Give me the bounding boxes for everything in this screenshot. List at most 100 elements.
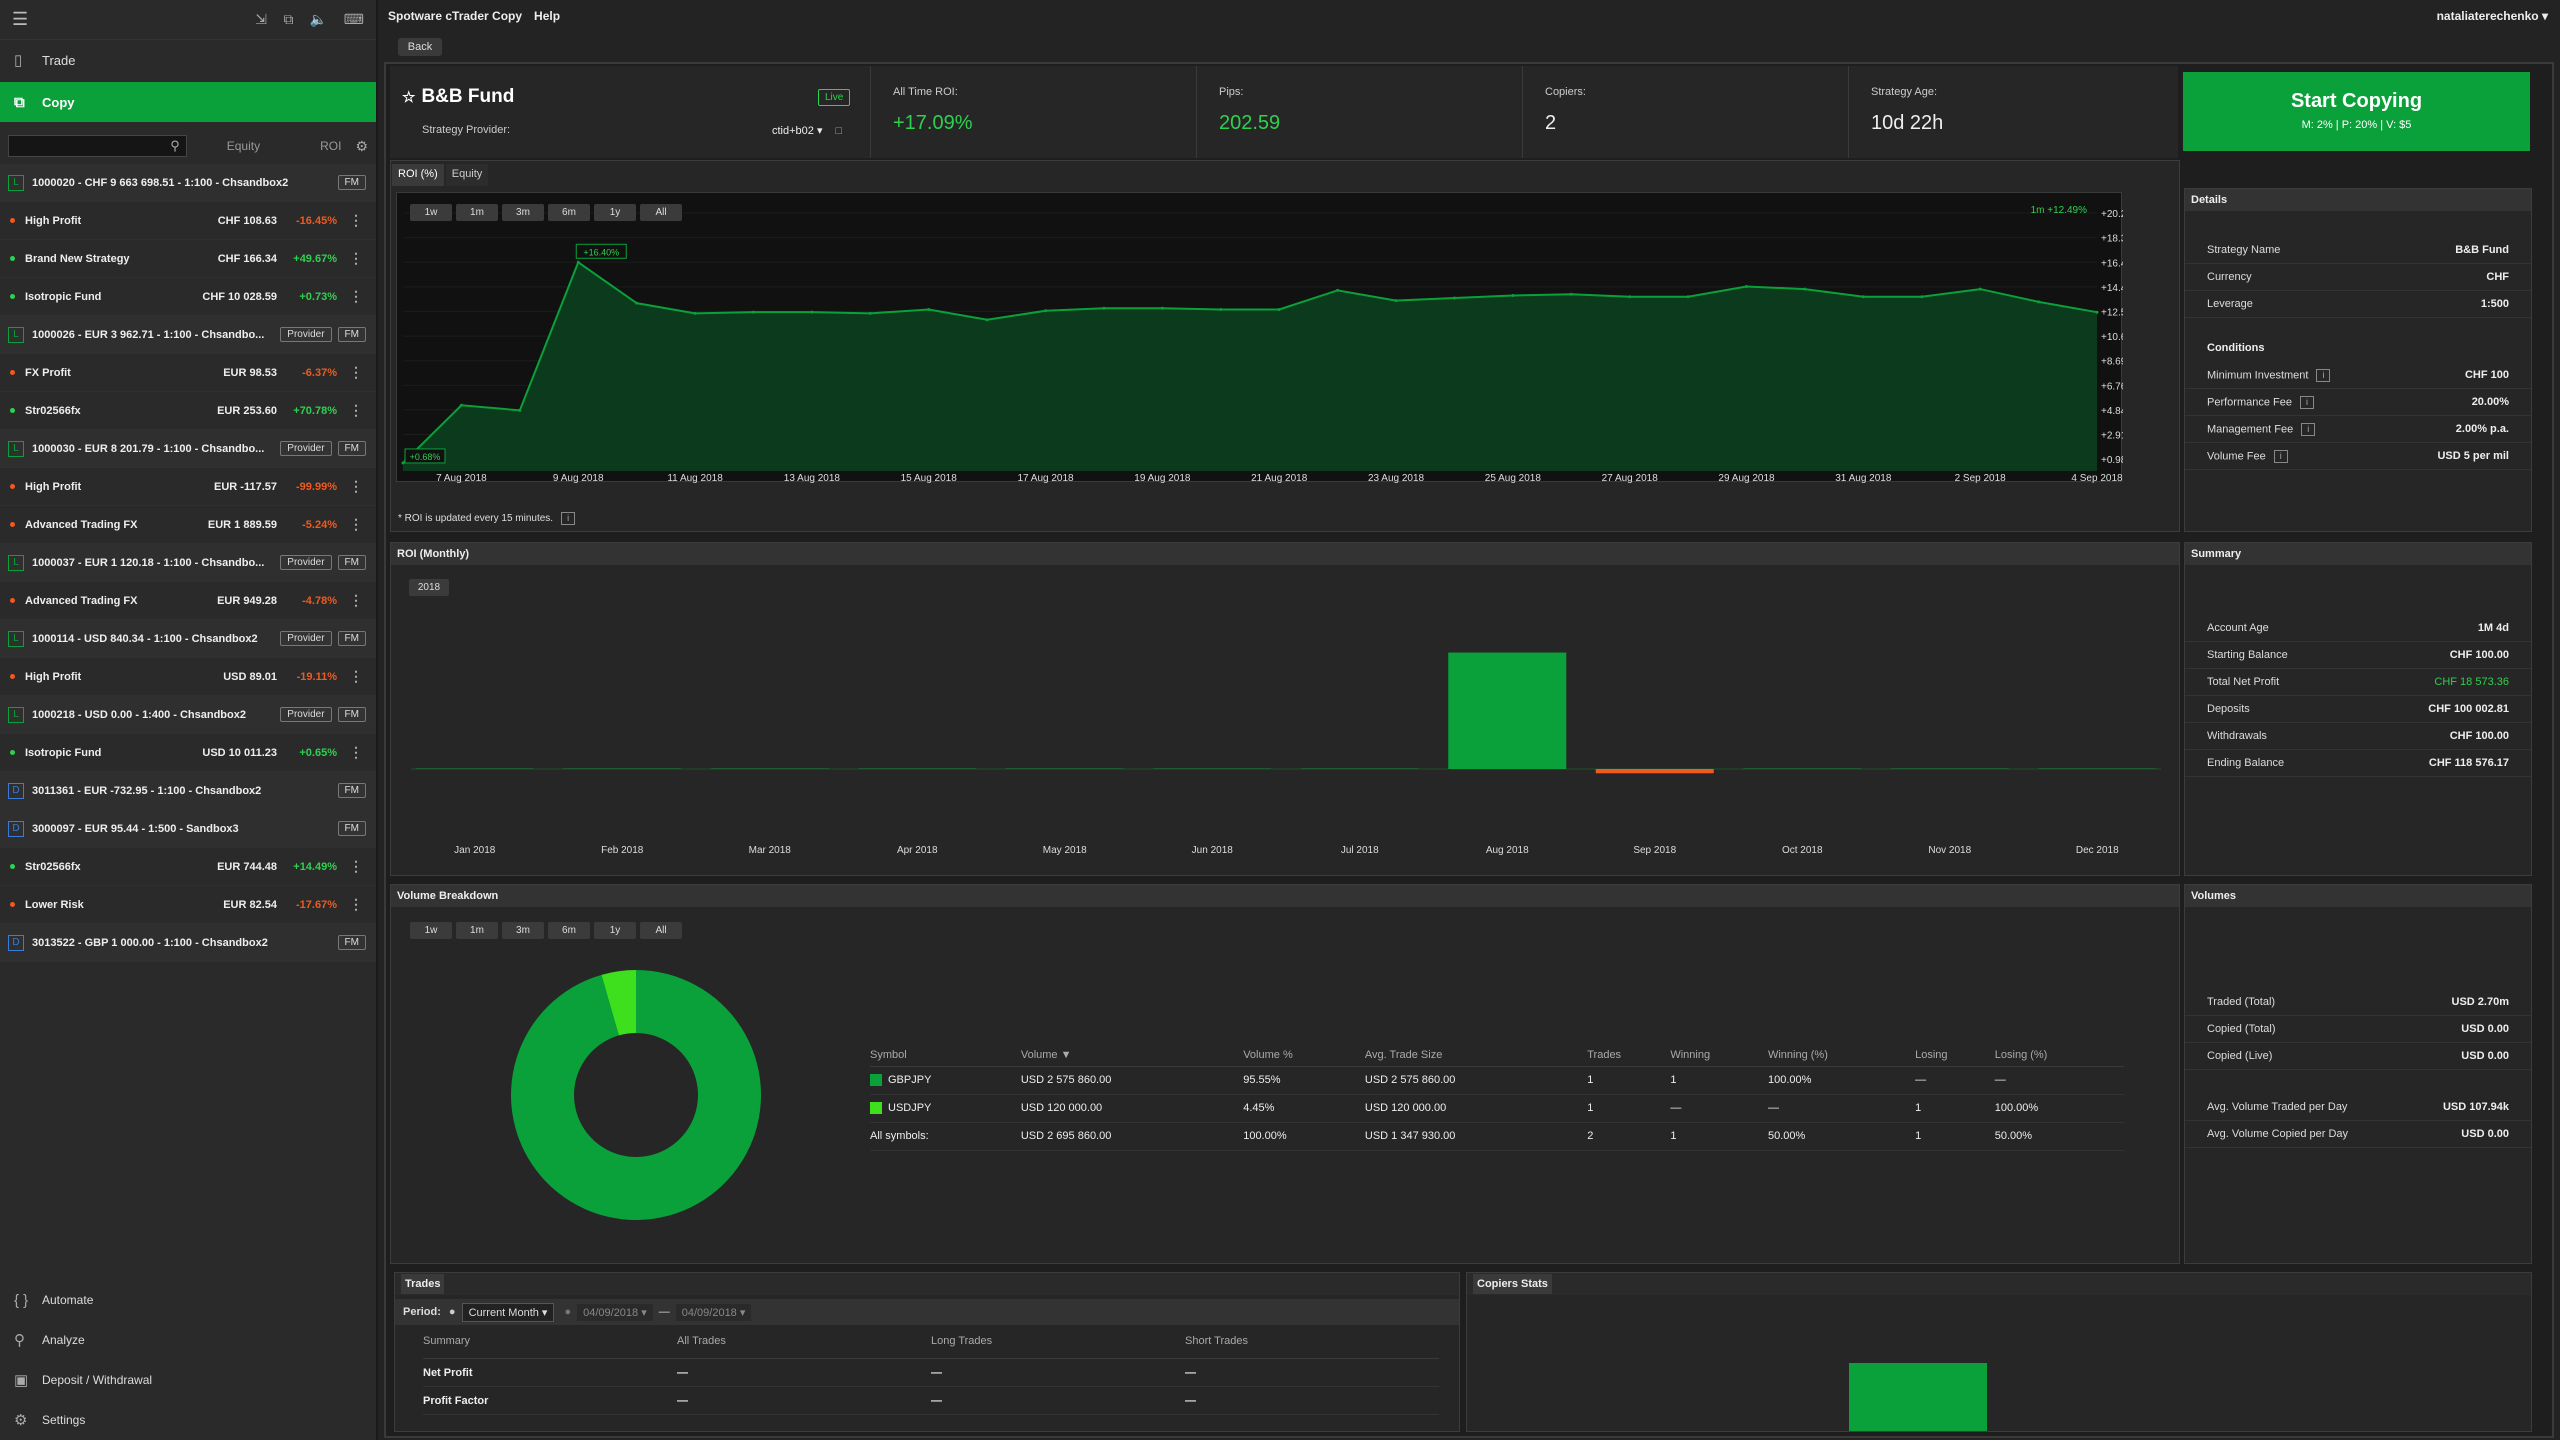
- back-button[interactable]: Back: [398, 38, 442, 56]
- strategy-row[interactable]: Advanced Trading FX EUR 1 889.59 -5.24% ⋮: [0, 506, 376, 544]
- help-menu[interactable]: Help: [534, 9, 561, 23]
- nav-automate[interactable]: { } Automate: [0, 1280, 376, 1320]
- range-1w-button[interactable]: 1w: [410, 204, 452, 221]
- strategy-row[interactable]: Isotropic Fund CHF 10 028.59 +0.73% ⋮: [0, 278, 376, 316]
- kebab-menu-icon[interactable]: ⋮: [349, 250, 363, 266]
- keyboard-icon[interactable]: ⌨: [343, 10, 364, 27]
- strategy-row[interactable]: High Profit USD 89.01 -19.11% ⋮: [0, 658, 376, 696]
- provider-button[interactable]: Provider: [280, 707, 332, 722]
- provider-dropdown[interactable]: ctid+b02 ▾ □: [772, 125, 843, 137]
- collapse-icon[interactable]: ⇲: [255, 10, 267, 27]
- hamburger-menu-icon[interactable]: ☰: [12, 9, 29, 29]
- fm-button[interactable]: FM: [337, 175, 366, 190]
- strategy-row[interactable]: High Profit EUR -117.57 -99.99% ⋮: [0, 468, 376, 506]
- strategy-row[interactable]: FX Profit EUR 98.53 -6.37% ⋮: [0, 354, 376, 392]
- kebab-menu-icon[interactable]: ⋮: [349, 288, 363, 304]
- range-all-button[interactable]: All: [640, 204, 682, 221]
- account-row[interactable]: D 3000097 - EUR 95.44 - 1:500 - Sandbox3 F…: [0, 810, 376, 848]
- nav-deposit[interactable]: ▣ Deposit / Withdrawal: [0, 1360, 376, 1400]
- fm-button[interactable]: FM: [337, 555, 366, 570]
- strategy-row[interactable]: Advanced Trading FX EUR 949.28 -4.78% ⋮: [0, 582, 376, 620]
- range-1m-button[interactable]: 1m: [456, 204, 498, 221]
- tab-equity[interactable]: Equity: [445, 164, 489, 186]
- info-icon[interactable]: i: [2299, 395, 2314, 409]
- range-1y-button[interactable]: 1y: [594, 204, 636, 221]
- range-1y-button[interactable]: 1y: [594, 922, 636, 939]
- kebab-menu-icon[interactable]: ⋮: [349, 516, 363, 532]
- nav-settings[interactable]: ⚙ Settings: [0, 1400, 376, 1440]
- info-icon[interactable]: i: [2316, 368, 2331, 382]
- kebab-menu-icon[interactable]: ⋮: [349, 212, 363, 228]
- fm-button[interactable]: FM: [337, 821, 366, 836]
- info-icon[interactable]: i: [2301, 422, 2316, 436]
- period-radio[interactable]: ●: [448, 1306, 456, 1318]
- account-row[interactable]: L 1000020 - CHF 9 663 698.51 - 1:100 - Ch…: [0, 164, 376, 202]
- gear-icon[interactable]: ⚙: [355, 137, 368, 154]
- strategy-row[interactable]: Brand New Strategy CHF 166.34 +49.67% ⋮: [0, 240, 376, 278]
- info-icon[interactable]: i: [2273, 449, 2288, 463]
- nav-trade[interactable]: ▯ Trade: [0, 40, 376, 80]
- strategy-row[interactable]: Str02566fx EUR 253.60 +70.78% ⋮: [0, 392, 376, 430]
- detail-key-text: Avg. Volume Copied per Day: [2207, 1128, 2349, 1140]
- strategy-row[interactable]: High Profit CHF 108.63 -16.45% ⋮: [0, 202, 376, 240]
- strategy-row[interactable]: Lower Risk EUR 82.54 -17.67% ⋮: [0, 886, 376, 924]
- account-row[interactable]: L 1000026 - EUR 3 962.71 - 1:100 - Chsand…: [0, 316, 376, 354]
- roi-label: All Time ROI:: [893, 86, 958, 98]
- fm-button[interactable]: FM: [337, 441, 366, 456]
- account-row[interactable]: L 1000037 - EUR 1 120.18 - 1:100 - Chsand…: [0, 544, 376, 582]
- user-menu[interactable]: nataliaterechenko ▾: [2436, 9, 2548, 23]
- start-copying-button[interactable]: Start Copying M: 2% | P: 20% | V: $5: [2183, 72, 2530, 151]
- strategy-row[interactable]: Str02566fx EUR 744.48 +14.49% ⋮: [0, 848, 376, 886]
- account-row[interactable]: D 3013522 - GBP 1 000.00 - 1:100 - Chsand…: [0, 924, 376, 962]
- fm-button[interactable]: FM: [337, 783, 366, 798]
- period-dropdown[interactable]: Current Month ▾: [461, 1302, 555, 1322]
- provider-button[interactable]: Provider: [280, 631, 332, 646]
- account-row[interactable]: L 1000030 - EUR 8 201.79 - 1:100 - Chsand…: [0, 430, 376, 468]
- kebab-menu-icon[interactable]: ⋮: [349, 744, 363, 760]
- trades-cell: —: [1185, 1366, 1196, 1379]
- detail-key: Copied (Live): [2207, 1050, 2272, 1062]
- kebab-menu-icon[interactable]: ⋮: [349, 402, 363, 418]
- kebab-menu-icon[interactable]: ⋮: [349, 592, 363, 608]
- range-1w-button[interactable]: 1w: [410, 922, 452, 939]
- range-3m-button[interactable]: 3m: [502, 922, 544, 939]
- fm-button[interactable]: FM: [337, 935, 366, 950]
- provider-button[interactable]: Provider: [280, 555, 332, 570]
- range-6m-button[interactable]: 6m: [548, 922, 590, 939]
- range-all-button[interactable]: All: [640, 922, 682, 939]
- nav-copy[interactable]: ⧉ Copy: [0, 82, 376, 122]
- provider-button[interactable]: Provider: [280, 441, 332, 456]
- status-dot: [10, 864, 15, 869]
- kebab-menu-icon[interactable]: ⋮: [349, 668, 363, 684]
- kebab-menu-icon[interactable]: ⋮: [349, 858, 363, 874]
- info-icon[interactable]: i: [561, 512, 576, 525]
- range-3m-button[interactable]: 3m: [502, 204, 544, 221]
- custom-radio[interactable]: ●: [564, 1306, 572, 1318]
- provider-button[interactable]: Provider: [280, 327, 332, 342]
- account-row[interactable]: L 1000218 - USD 0.00 - 1:400 - Chsandbox2…: [0, 696, 376, 734]
- detail-key: Deposits: [2207, 703, 2250, 715]
- sound-icon[interactable]: 🔈: [309, 10, 328, 27]
- chat-icon[interactable]: □: [835, 125, 843, 137]
- volume-column-header[interactable]: Volume ▼: [1020, 1044, 1244, 1067]
- detail-value: CHF 100.00: [2449, 730, 2509, 742]
- date-from[interactable]: 04/09/2018 ▾: [577, 1303, 653, 1321]
- fm-button[interactable]: FM: [337, 707, 366, 722]
- range-6m-button[interactable]: 6m: [548, 204, 590, 221]
- tab-roi[interactable]: ROI (%): [392, 164, 444, 186]
- nav-analyze[interactable]: ⚲ Analyze: [0, 1320, 376, 1360]
- sidebar-search-input[interactable]: ⚲: [8, 135, 187, 157]
- account-row[interactable]: D 3011361 - EUR -732.95 - 1:100 - Chsandb…: [0, 772, 376, 810]
- fm-button[interactable]: FM: [337, 327, 366, 342]
- kebab-menu-icon[interactable]: ⋮: [349, 478, 363, 494]
- fm-button[interactable]: FM: [337, 631, 366, 646]
- account-row[interactable]: L 1000114 - USD 840.34 - 1:100 - Chsandbo…: [0, 620, 376, 658]
- strategy-row[interactable]: Isotropic Fund USD 10 011.23 +0.65% ⋮: [0, 734, 376, 772]
- date-to[interactable]: 04/09/2018 ▾: [675, 1303, 752, 1321]
- kebab-menu-icon[interactable]: ⋮: [349, 364, 363, 380]
- range-1m-button[interactable]: 1m: [456, 922, 498, 939]
- kebab-menu-icon[interactable]: ⋮: [349, 896, 363, 912]
- window-icon[interactable]: ⧉: [283, 10, 294, 27]
- star-icon[interactable]: ☆: [402, 89, 416, 106]
- year-selector[interactable]: 2018: [409, 579, 449, 596]
